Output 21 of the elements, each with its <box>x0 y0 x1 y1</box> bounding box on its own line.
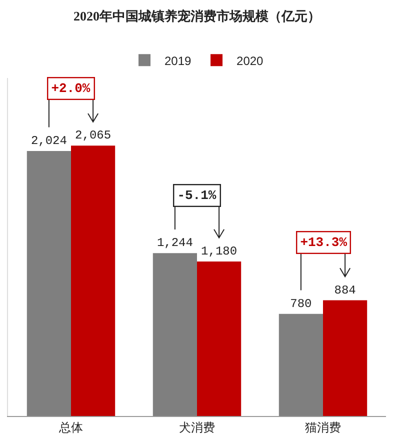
legend-label: 2020 <box>236 54 264 68</box>
legend-label: 2019 <box>164 54 192 68</box>
bar <box>323 300 368 416</box>
bar <box>197 261 242 416</box>
data-label: 884 <box>334 283 356 298</box>
x-tick-label: 犬消费 <box>179 420 215 434</box>
bar <box>278 314 323 416</box>
text: +2.0% <box>51 81 90 96</box>
data-label: 1,180 <box>201 244 238 258</box>
x-tick-label: 猫消费 <box>305 420 341 434</box>
data-label: 1,244 <box>156 236 193 250</box>
data-label: 2,024 <box>30 134 67 148</box>
annotation: +13.3% <box>300 235 348 250</box>
x-tick-label: 总体 <box>58 420 83 434</box>
bar <box>71 146 116 416</box>
chart-title: 2020年中国城镇养宠消费市场规模（亿元） <box>74 8 320 24</box>
bar <box>26 150 71 416</box>
annotation: -5.1% <box>177 188 216 204</box>
data-label: 780 <box>290 296 312 311</box>
bar <box>152 253 197 416</box>
data-label: 2,065 <box>75 128 112 143</box>
